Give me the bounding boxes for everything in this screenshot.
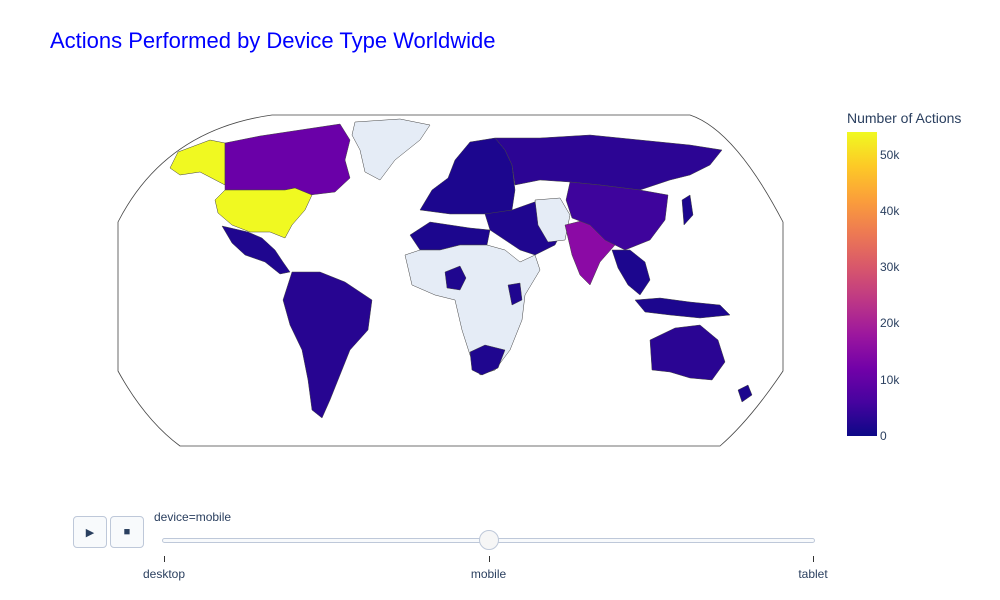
region-indonesia[interactable] — [634, 297, 731, 319]
slider-step-desktop[interactable]: desktop — [142, 567, 186, 581]
region-russia[interactable] — [494, 134, 723, 191]
colorbar-tick-label: 10k — [880, 372, 900, 387]
slider-current-value: device=mobile — [154, 510, 232, 524]
slider-step-tick — [488, 556, 490, 562]
region-south-africa[interactable] — [469, 344, 506, 376]
map-svg — [117, 114, 784, 447]
colorbar-title: Number of Actions — [847, 110, 962, 126]
region-southeast-asia[interactable] — [611, 249, 651, 296]
colorbar-tick-label: 40k — [880, 203, 900, 218]
region-central-asia[interactable] — [534, 197, 571, 243]
region-alaska[interactable] — [169, 139, 226, 186]
colorbar-tick-label: 30k — [880, 260, 900, 275]
stop-button[interactable]: ■ — [110, 516, 144, 548]
colorbar-tick-label: 20k — [880, 316, 900, 331]
region-australia[interactable] — [649, 324, 726, 381]
region-mexico[interactable] — [221, 225, 291, 275]
slider-step-tick — [813, 556, 814, 562]
slider-step-mobile[interactable]: mobile — [470, 567, 507, 581]
chart-title: Actions Performed by Device Type Worldwi… — [50, 28, 496, 53]
region-japan[interactable] — [681, 194, 694, 226]
region-china[interactable] — [565, 181, 669, 251]
world-map[interactable] — [0, 0, 1000, 460]
play-button[interactable]: ▶ — [73, 516, 107, 548]
slider-handle[interactable] — [478, 530, 499, 550]
region-united-states[interactable] — [214, 187, 313, 239]
colorbar-tick-label: 0 — [880, 429, 887, 443]
colorbar-tick-label: 50k — [880, 147, 900, 162]
region-nigeria[interactable] — [444, 265, 467, 291]
stop-icon: ■ — [123, 526, 131, 538]
slider-step-tick — [164, 556, 165, 562]
slider-step-tablet[interactable]: tablet — [798, 567, 828, 581]
region-new-zealand[interactable] — [737, 384, 753, 403]
region-africa[interactable] — [404, 244, 541, 376]
region-south-america[interactable] — [282, 271, 373, 419]
region-kenya[interactable] — [507, 282, 523, 306]
region-greenland[interactable] — [351, 118, 431, 181]
colorbar — [847, 132, 877, 436]
play-icon: ▶ — [85, 526, 95, 539]
